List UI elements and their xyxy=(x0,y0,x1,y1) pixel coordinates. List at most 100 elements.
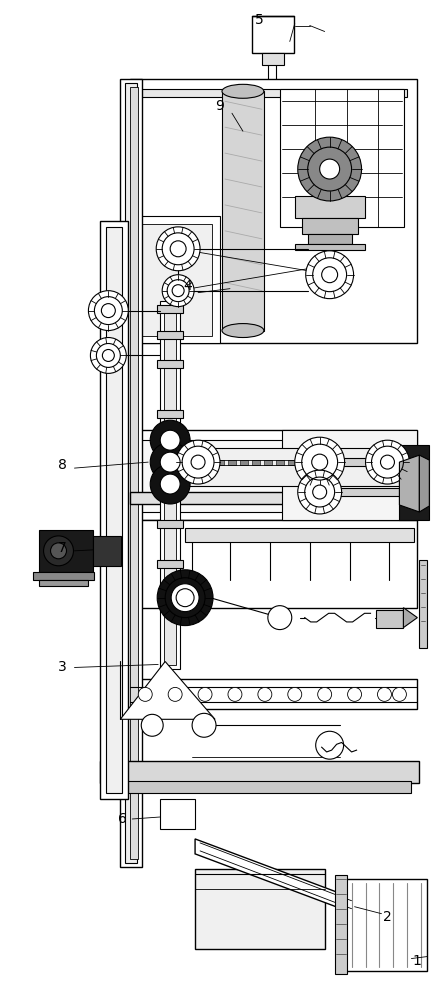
Circle shape xyxy=(50,543,67,559)
Polygon shape xyxy=(399,455,419,512)
Bar xyxy=(419,560,427,648)
Bar xyxy=(130,492,417,504)
Text: 9: 9 xyxy=(215,99,224,113)
Circle shape xyxy=(176,440,220,484)
Circle shape xyxy=(366,440,410,484)
Circle shape xyxy=(150,420,190,460)
Text: 8: 8 xyxy=(58,458,67,472)
Circle shape xyxy=(378,687,392,701)
Bar xyxy=(282,430,417,520)
Circle shape xyxy=(176,589,194,607)
Bar xyxy=(240,460,248,465)
Circle shape xyxy=(381,455,395,469)
Polygon shape xyxy=(120,661,215,719)
Bar xyxy=(32,572,95,580)
Circle shape xyxy=(198,687,212,701)
Circle shape xyxy=(228,687,242,701)
Circle shape xyxy=(313,485,327,499)
Bar xyxy=(222,91,264,331)
Circle shape xyxy=(170,241,186,257)
Bar xyxy=(157,331,183,339)
Bar xyxy=(100,761,419,783)
Bar xyxy=(195,869,325,949)
Bar xyxy=(276,460,284,465)
Circle shape xyxy=(258,687,272,701)
Circle shape xyxy=(306,251,353,299)
Polygon shape xyxy=(195,839,355,914)
Bar xyxy=(160,799,195,829)
Bar xyxy=(93,536,121,566)
Polygon shape xyxy=(403,608,417,628)
Bar xyxy=(339,879,427,971)
Bar xyxy=(264,460,272,465)
Circle shape xyxy=(298,470,342,514)
Bar xyxy=(140,224,212,336)
Bar xyxy=(295,244,364,250)
Circle shape xyxy=(101,304,115,318)
Bar xyxy=(312,460,320,465)
Bar xyxy=(130,430,417,520)
Circle shape xyxy=(318,687,332,701)
Bar xyxy=(308,234,352,244)
Bar xyxy=(157,410,183,418)
Circle shape xyxy=(320,159,339,179)
Text: 1: 1 xyxy=(413,954,422,968)
Bar xyxy=(192,460,200,465)
Circle shape xyxy=(295,437,345,487)
Circle shape xyxy=(90,338,126,373)
Bar xyxy=(300,460,308,465)
Circle shape xyxy=(162,275,194,307)
Bar xyxy=(339,488,419,496)
Bar xyxy=(130,679,417,709)
Bar xyxy=(335,875,346,974)
Bar xyxy=(204,460,212,465)
Bar xyxy=(360,460,367,465)
Bar xyxy=(100,221,128,799)
Circle shape xyxy=(141,714,163,736)
Ellipse shape xyxy=(222,84,264,98)
Bar xyxy=(160,301,180,669)
Circle shape xyxy=(168,687,182,701)
Circle shape xyxy=(321,267,338,283)
Bar xyxy=(339,458,419,466)
Bar xyxy=(157,305,183,313)
Circle shape xyxy=(160,430,180,450)
Bar xyxy=(185,448,404,486)
Circle shape xyxy=(88,291,128,331)
Bar xyxy=(39,530,93,572)
Circle shape xyxy=(160,452,180,472)
Circle shape xyxy=(191,455,205,469)
Circle shape xyxy=(171,584,199,612)
Bar xyxy=(157,360,183,368)
Text: 6: 6 xyxy=(118,812,127,826)
Bar xyxy=(262,53,284,65)
Polygon shape xyxy=(419,455,429,512)
Bar xyxy=(120,79,142,867)
Circle shape xyxy=(298,137,361,201)
Bar xyxy=(157,450,183,458)
Bar xyxy=(228,460,236,465)
Bar xyxy=(295,196,364,218)
Bar xyxy=(288,460,296,465)
Bar xyxy=(216,460,224,465)
Circle shape xyxy=(138,687,152,701)
Bar xyxy=(336,460,343,465)
Bar xyxy=(125,83,137,863)
Bar xyxy=(185,528,414,542)
Bar xyxy=(130,216,220,343)
Circle shape xyxy=(156,227,200,271)
Bar xyxy=(302,218,357,234)
Bar xyxy=(157,560,183,568)
Text: 2: 2 xyxy=(383,910,392,924)
Bar xyxy=(106,227,122,793)
Circle shape xyxy=(172,285,184,297)
Bar xyxy=(164,305,176,665)
Bar xyxy=(252,460,260,465)
Bar xyxy=(324,460,332,465)
Circle shape xyxy=(316,731,343,759)
Text: 3: 3 xyxy=(58,660,67,674)
Bar xyxy=(130,87,138,859)
Circle shape xyxy=(348,687,361,701)
Bar xyxy=(375,610,403,628)
Circle shape xyxy=(150,442,190,482)
